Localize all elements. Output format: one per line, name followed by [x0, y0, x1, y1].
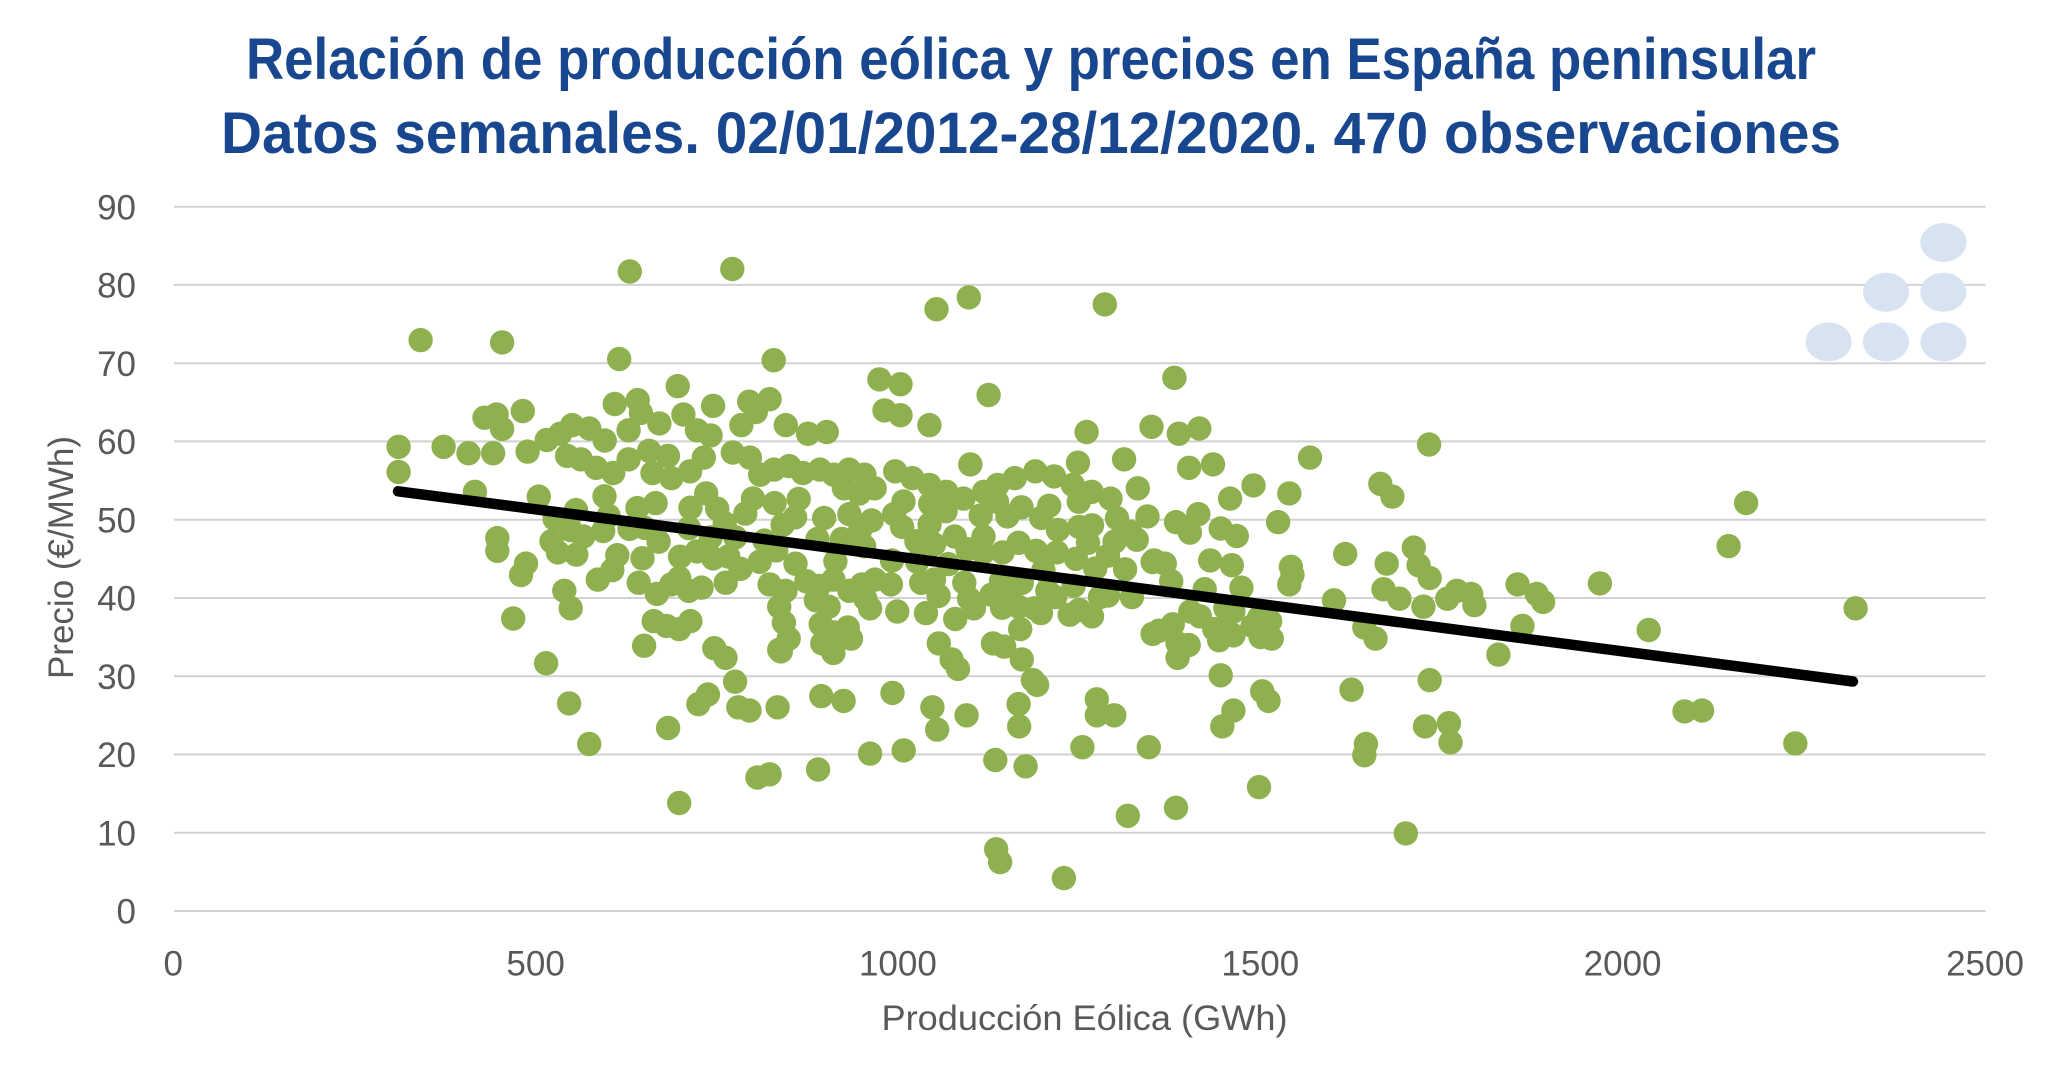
svg-text:Relación de producción eólica: Relación de producción eólica y precios … [246, 27, 1816, 92]
svg-text:1500: 1500 [1221, 945, 1299, 984]
svg-text:80: 80 [97, 267, 136, 306]
svg-text:20: 20 [97, 736, 136, 775]
svg-text:0: 0 [163, 945, 182, 984]
svg-text:Datos semanales. 02/01/2012-28: Datos semanales. 02/01/2012-28/12/2020. … [221, 101, 1841, 166]
svg-text:Precio (€/MWh): Precio (€/MWh) [42, 436, 81, 679]
svg-text:50: 50 [97, 501, 136, 540]
svg-text:2000: 2000 [1584, 945, 1662, 984]
svg-text:1000: 1000 [859, 945, 937, 984]
svg-text:60: 60 [97, 423, 136, 462]
svg-text:90: 90 [97, 188, 136, 227]
svg-text:500: 500 [506, 945, 564, 984]
svg-text:70: 70 [97, 345, 136, 384]
svg-text:2500: 2500 [1946, 945, 2024, 984]
svg-text:40: 40 [97, 580, 136, 619]
svg-text:Producción Eólica (GWh): Producción Eólica (GWh) [882, 999, 1288, 1038]
svg-text:30: 30 [97, 658, 136, 697]
svg-text:10: 10 [97, 814, 136, 853]
svg-text:0: 0 [117, 893, 136, 932]
